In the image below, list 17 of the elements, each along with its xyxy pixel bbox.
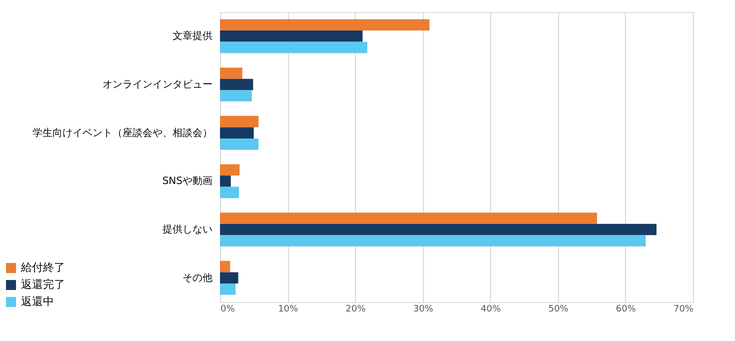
x-tick-label: 60% (616, 304, 636, 314)
y-tick-label: オンラインインタビュー (102, 80, 212, 90)
legend-label: 返還完了 (21, 278, 65, 291)
y-tick-label: 提供しない (162, 224, 212, 236)
y-tick-label: SNSや動画 (162, 176, 212, 188)
legend-label: 返還中 (21, 295, 54, 308)
y-tick-label: 文章提供 (172, 30, 212, 42)
y-tick-label: その他 (182, 272, 212, 284)
x-tick-label: 20% (346, 304, 366, 314)
x-tick-label: 70% (673, 304, 694, 314)
x-tick-label: 40% (480, 304, 502, 314)
x-tick-label: 0% (220, 304, 236, 314)
legend-label: 給付終了 (20, 261, 65, 274)
x-tick-label: 10% (278, 304, 299, 314)
x-tick-label: 50% (548, 304, 569, 314)
x-tick-label: 30% (413, 304, 434, 314)
y-tick-label: 学生向けイベント（座談会や、相談会） (32, 126, 212, 139)
